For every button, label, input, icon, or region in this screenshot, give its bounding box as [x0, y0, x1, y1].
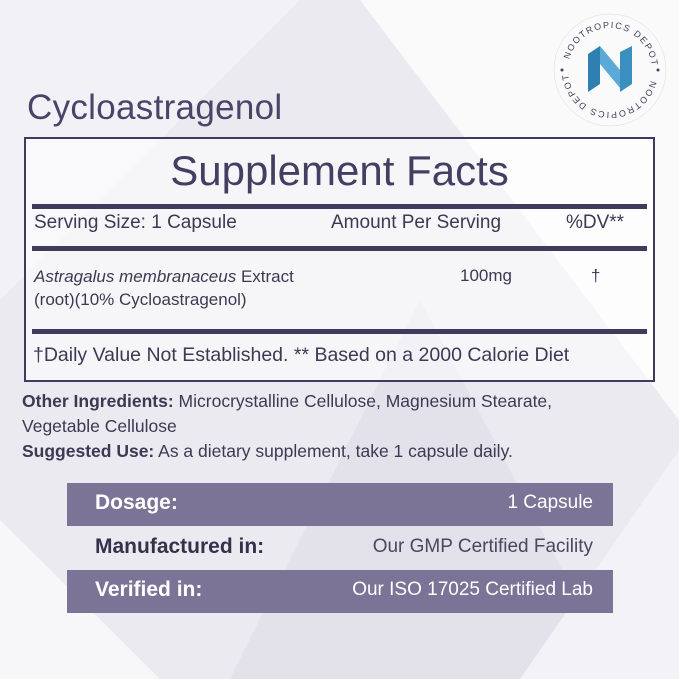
- info-row-dosage: Dosage: 1 Capsule: [67, 483, 613, 526]
- info-value: Our ISO 17025 Certified Lab: [352, 579, 593, 600]
- other-ingredients: Other Ingredients: Microcrystalline Cell…: [22, 391, 552, 412]
- info-label: Dosage:: [95, 491, 178, 514]
- nootropics-depot-logo: NOOTROPICS DEPOT NOOTROPICS DEPOT: [553, 13, 667, 127]
- suggested-use: Suggested Use: As a dietary supplement, …: [22, 441, 513, 462]
- ingredient-name-rest: Extract: [236, 267, 294, 286]
- other-ingredients-label: Other Ingredients:: [22, 391, 174, 411]
- footnote: †Daily Value Not Established. ** Based o…: [33, 344, 570, 366]
- amount-per-serving-header: Amount Per Serving: [331, 212, 502, 233]
- info-row-manufactured: Manufactured in: Our GMP Certified Facil…: [67, 527, 613, 570]
- serving-size: Serving Size: 1 Capsule: [34, 212, 237, 233]
- supplement-facts-title: Supplement Facts: [170, 147, 509, 194]
- info-label: Verified in:: [95, 578, 203, 601]
- divider: [32, 246, 647, 251]
- supplement-facts-panel: Supplement Facts Serving Size: 1 Capsule…: [24, 137, 655, 382]
- ingredient-latin-name: Astragalus membranaceus: [34, 267, 237, 286]
- divider: [32, 329, 647, 334]
- info-value: Our GMP Certified Facility: [372, 536, 593, 557]
- ingredient-detail: (root)(10% Cycloastragenol): [34, 290, 247, 309]
- suggested-use-text: As a dietary supplement, take 1 capsule …: [154, 441, 513, 461]
- other-ingredients-text: Microcrystalline Cellulose, Magnesium St…: [173, 391, 553, 411]
- suggested-use-label: Suggested Use:: [22, 441, 155, 461]
- ingredient-amount: 100mg: [460, 266, 512, 285]
- divider: [32, 204, 647, 209]
- product-name: Cycloastragenol: [27, 88, 283, 127]
- dv-header: %DV**: [566, 212, 625, 233]
- info-row-verified: Verified in: Our ISO 17025 Certified Lab: [67, 570, 613, 613]
- ingredient-dv: †: [591, 266, 601, 285]
- ingredient-name: Astragalus membranaceus Extract: [34, 267, 294, 287]
- svg-text:NOOTROPICS DEPOT: NOOTROPICS DEPOT: [560, 73, 658, 120]
- info-value: 1 Capsule: [507, 492, 593, 513]
- info-label: Manufactured in:: [95, 535, 265, 558]
- other-ingredients-line2: Vegetable Cellulose: [22, 416, 177, 436]
